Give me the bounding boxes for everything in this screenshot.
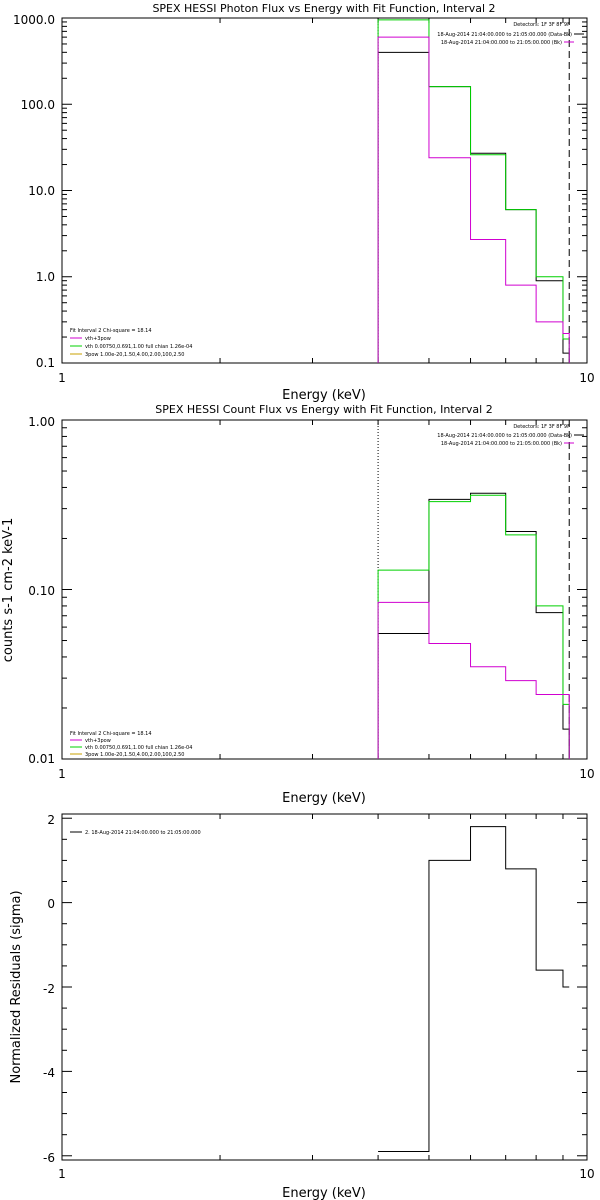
- legend-detectors: Detectors: 1F 3F 8F 9F: [513, 22, 570, 28]
- y-tick-labels: 0.01 0.10 1.00: [28, 415, 55, 766]
- axis-ticks: [61, 17, 588, 364]
- y-tick-label: 2: [47, 813, 55, 827]
- y-tick-label: 0.10: [28, 584, 55, 598]
- legend-vth-params: vth 0.00750,0.691,1.00 full chian 1.26e-…: [85, 745, 192, 751]
- legend-bottom-left: Fit Interval 2 Chi-square = 18.14 vth+3p…: [70, 328, 192, 358]
- x-axis-label: Energy (keV): [282, 791, 366, 806]
- plot-area: [378, 826, 570, 1153]
- y-tick-label: -2: [43, 982, 55, 996]
- y-tick-label: 10.0: [28, 184, 55, 198]
- legend-3pow-params: 3pow 1.00e-20,1.50,4.00,2.00,100,2.50: [85, 352, 185, 358]
- series-magenta-step: [377, 36, 570, 363]
- legend-vth-params: vth 0.00750,0.691,1.00 full chian 1.26e-…: [85, 344, 192, 350]
- y-tick-labels: -6 -4 -2 0 2: [43, 813, 55, 1165]
- series-green-step: [377, 19, 570, 363]
- series-black-step: [378, 826, 570, 1153]
- plot-frame: [61, 813, 588, 1161]
- plot-area: [377, 18, 570, 363]
- legend-3pow-params: 3pow 1.00e-20,1.50,4.00,2.00,100,2.50: [85, 752, 185, 758]
- legend-model: vth+3pow: [85, 336, 111, 342]
- legend-top-left: 2. 18-Aug-2014 21:04:00.000 to 21:05:00.…: [70, 830, 201, 836]
- legend-model: vth+3pow: [85, 738, 111, 744]
- x-tick-label: 1: [58, 767, 66, 781]
- y-tick-label: 100.0: [21, 98, 55, 112]
- residuals-panel: -6 -4 -2 0 2 Normalized Residuals (sigma…: [9, 813, 595, 1200]
- y-axis-label: Normalized Residuals (sigma): [9, 890, 24, 1083]
- x-tick-label: 10: [579, 767, 594, 781]
- count-flux-panel: SPEX HESSI Count Flux vs Energy with Fit…: [1, 403, 595, 806]
- photon-flux-panel: SPEX HESSI Photon Flux vs Energy with Fi…: [13, 2, 595, 403]
- x-axis-label: Energy (keV): [282, 1186, 366, 1200]
- y-axis-label: counts s-1 cm-2 keV-1: [1, 518, 16, 663]
- x-tick-label: 1: [58, 371, 66, 385]
- y-tick-label: -4: [43, 1066, 55, 1080]
- legend-detectors: Detectors: 1F 3F 8F 9F: [513, 424, 570, 430]
- legend-bk: 18-Aug-2014 21:04:00.000 to 21:05:00.000…: [441, 40, 562, 46]
- x-tick-label: 1: [58, 1167, 66, 1181]
- y-tick-labels: 0.1 1.0 10.0 100.0 1000.0: [13, 13, 55, 370]
- plot-frame: [61, 419, 588, 760]
- y-tick-label: 0: [47, 897, 55, 911]
- legend-bottom-left: Fit Interval 2 Chi-square = 18.14 vth+3p…: [70, 731, 192, 758]
- y-tick-label: 0.1: [36, 356, 55, 370]
- y-tick-label: 1000.0: [13, 13, 55, 27]
- x-axis-label: Energy (keV): [282, 388, 366, 403]
- axis-ticks: [61, 814, 588, 1160]
- series-magenta-step: [377, 601, 570, 759]
- series-green-step: [377, 494, 570, 759]
- legend-top-right: Detectors: 1F 3F 8F 9F 18-Aug-2014 21:04…: [437, 424, 584, 447]
- legend-top-right: Detectors: 1F 3F 8F 9F 18-Aug-2014 21:04…: [437, 22, 584, 46]
- series-black-step: [377, 51, 570, 363]
- legend-data-bk: 18-Aug-2014 21:04:00.000 to 21:05:00.000…: [437, 433, 572, 439]
- plot-frame: [61, 17, 588, 364]
- y-tick-label: -6: [43, 1151, 55, 1165]
- y-tick-label: 1.0: [36, 270, 55, 284]
- chart-title: SPEX HESSI Photon Flux vs Energy with Fi…: [152, 2, 495, 15]
- legend-fit-interval: Fit Interval 2 Chi-square = 18.14: [70, 328, 152, 334]
- legend-fit-interval: Fit Interval 2 Chi-square = 18.14: [70, 731, 152, 737]
- axis-ticks: [61, 419, 588, 760]
- x-tick-label: 10: [579, 371, 594, 385]
- legend-bk: 18-Aug-2014 21:04:00.000 to 21:05:00.000…: [441, 441, 562, 447]
- legend-interval: 2. 18-Aug-2014 21:04:00.000 to 21:05:00.…: [85, 830, 201, 836]
- series-black-step: [377, 492, 570, 759]
- y-tick-label: 0.01: [28, 752, 55, 766]
- chart-title: SPEX HESSI Count Flux vs Energy with Fit…: [155, 403, 492, 416]
- x-tick-label: 10: [579, 1167, 594, 1181]
- plot-area: [377, 420, 570, 759]
- y-tick-label: 1.00: [28, 415, 55, 429]
- legend-data-bk: 18-Aug-2014 21:04:00.000 to 21:05:00.000…: [437, 32, 572, 38]
